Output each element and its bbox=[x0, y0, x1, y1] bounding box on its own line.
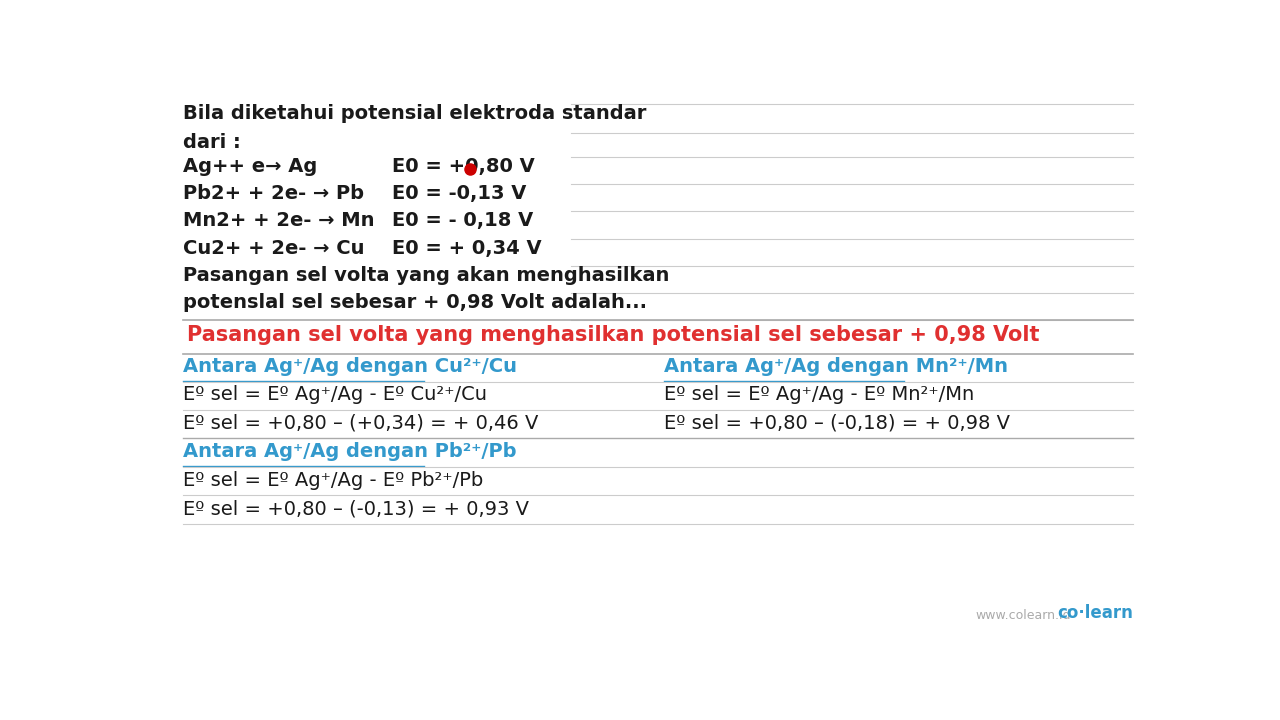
Text: potenslal sel sebesar + 0,98 Volt adalah...: potenslal sel sebesar + 0,98 Volt adalah… bbox=[183, 293, 648, 312]
Text: Eº sel = Eº Ag⁺/Ag - Eº Cu²⁺/Cu: Eº sel = Eº Ag⁺/Ag - Eº Cu²⁺/Cu bbox=[183, 385, 488, 404]
Text: Antara Ag⁺/Ag dengan Pb²⁺/Pb: Antara Ag⁺/Ag dengan Pb²⁺/Pb bbox=[183, 442, 517, 461]
Text: Cu2+ + 2e- → Cu: Cu2+ + 2e- → Cu bbox=[183, 239, 365, 258]
Text: E0 = -0,13 V: E0 = -0,13 V bbox=[393, 184, 527, 203]
Text: Antara Ag⁺/Ag dengan Mn²⁺/Mn: Antara Ag⁺/Ag dengan Mn²⁺/Mn bbox=[664, 357, 1007, 377]
Text: E0 = - 0,18 V: E0 = - 0,18 V bbox=[393, 211, 534, 230]
Text: Eº sel = +0,80 – (+0,34) = + 0,46 V: Eº sel = +0,80 – (+0,34) = + 0,46 V bbox=[183, 414, 539, 433]
Text: co·learn: co·learn bbox=[1057, 603, 1133, 621]
Text: Eº sel = Eº Ag⁺/Ag - Eº Pb²⁺/Pb: Eº sel = Eº Ag⁺/Ag - Eº Pb²⁺/Pb bbox=[183, 471, 484, 490]
Text: dari :: dari : bbox=[183, 132, 241, 152]
Text: Eº sel = +0,80 – (-0,13) = + 0,93 V: Eº sel = +0,80 – (-0,13) = + 0,93 V bbox=[183, 499, 529, 518]
Text: Pasangan sel volta yang menghasilkan potensial sel sebesar + 0,98 Volt: Pasangan sel volta yang menghasilkan pot… bbox=[187, 325, 1039, 345]
Text: Bila diketahui potensial elektroda standar: Bila diketahui potensial elektroda stand… bbox=[183, 104, 646, 123]
Text: Eº sel = Eº Ag⁺/Ag - Eº Mn²⁺/Mn: Eº sel = Eº Ag⁺/Ag - Eº Mn²⁺/Mn bbox=[664, 385, 974, 404]
Text: Mn2+ + 2e- → Mn: Mn2+ + 2e- → Mn bbox=[183, 211, 375, 230]
Text: Eº sel = +0,80 – (-0,18) = + 0,98 V: Eº sel = +0,80 – (-0,18) = + 0,98 V bbox=[664, 414, 1010, 433]
Text: E0 = +0,80 V: E0 = +0,80 V bbox=[393, 157, 535, 176]
Text: Ag++ e→ Ag: Ag++ e→ Ag bbox=[183, 157, 317, 176]
Text: E0 = + 0,34 V: E0 = + 0,34 V bbox=[393, 239, 543, 258]
Text: Pb2+ + 2e- → Pb: Pb2+ + 2e- → Pb bbox=[183, 184, 365, 203]
Text: www.colearn.id: www.colearn.id bbox=[975, 608, 1070, 621]
Text: Antara Ag⁺/Ag dengan Cu²⁺/Cu: Antara Ag⁺/Ag dengan Cu²⁺/Cu bbox=[183, 357, 517, 377]
Text: Pasangan sel volta yang akan menghasilkan: Pasangan sel volta yang akan menghasilka… bbox=[183, 266, 669, 285]
